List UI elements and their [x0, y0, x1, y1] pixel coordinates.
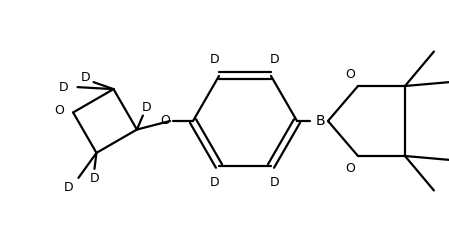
- Text: O: O: [54, 104, 64, 117]
- Text: D: D: [210, 175, 220, 189]
- Text: D: D: [90, 172, 99, 185]
- Text: D: D: [59, 81, 68, 94]
- Text: B: B: [315, 114, 325, 128]
- Text: D: D: [81, 71, 90, 84]
- Text: D: D: [210, 53, 220, 67]
- Text: D: D: [64, 181, 73, 194]
- Text: O: O: [345, 161, 355, 174]
- Text: O: O: [345, 68, 355, 81]
- Text: D: D: [142, 101, 152, 114]
- Text: D: D: [270, 53, 280, 67]
- Text: D: D: [270, 175, 280, 189]
- Text: O: O: [160, 114, 170, 128]
